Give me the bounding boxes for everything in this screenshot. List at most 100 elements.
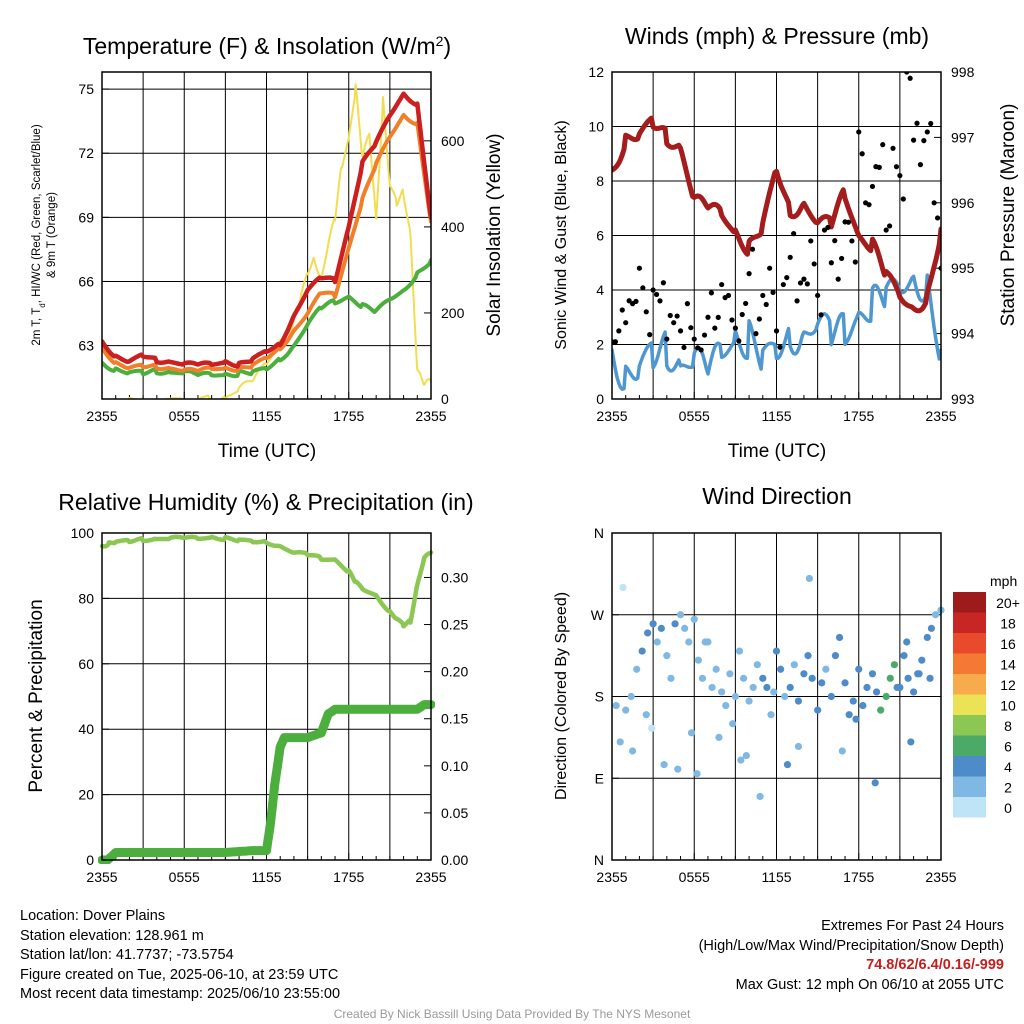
gust-point (931, 200, 937, 206)
direction-point (698, 674, 707, 682)
direction-point (731, 692, 739, 701)
legend-swatch (953, 633, 986, 654)
series-group (612, 72, 941, 391)
gust-point (650, 287, 656, 293)
plot-frame (611, 532, 942, 861)
y-tick-label: 20 (78, 787, 94, 803)
direction-point (804, 652, 812, 660)
direction-point (838, 747, 846, 755)
legend-label: 14 (1000, 657, 1016, 673)
direction-point (612, 701, 620, 710)
direction-point (622, 706, 630, 714)
y-axis-label: Percent & Precipitation (26, 599, 47, 792)
x-tick-label: 0555 (679, 869, 710, 885)
direction-point (740, 674, 748, 682)
direction-point (663, 652, 671, 660)
legend-label: 2 (1004, 780, 1012, 796)
gust-point (780, 281, 786, 288)
gust-point (859, 151, 865, 157)
y-tick-label: 0 (86, 852, 94, 868)
speed-legend: mph 20+ 18 16 14 12 10 8 6 4 2 0 (953, 573, 1020, 818)
gust-point (698, 347, 704, 353)
gust-point (756, 316, 762, 322)
direction-point (907, 738, 915, 746)
direction-point (674, 765, 682, 773)
direction-point (657, 624, 665, 632)
legend-label: 0 (1004, 800, 1012, 816)
x-tick-label: 1755 (843, 408, 874, 424)
legend-swatch (953, 797, 986, 818)
x-tick-label: 1155 (761, 869, 791, 885)
direction-point (871, 779, 879, 787)
direction-point (759, 674, 767, 682)
gust-point (921, 138, 927, 144)
gust-point (914, 120, 920, 126)
direction-point (749, 683, 757, 692)
x-tick-label: 2355 (925, 869, 956, 885)
legend-swatch (953, 756, 986, 777)
gust-point (791, 231, 797, 237)
direction-point (619, 583, 627, 592)
gust-point (856, 129, 862, 135)
legend-swatch (953, 612, 986, 633)
direction-point (693, 770, 701, 778)
legend-swatch (953, 694, 986, 715)
direction-point (835, 633, 844, 642)
gust-point (671, 320, 677, 326)
gust-point (767, 265, 773, 271)
gust-point (773, 328, 780, 334)
series-line-sonic-wind (612, 273, 941, 391)
gust-point (845, 219, 852, 225)
station-latlon: Station lat/lon: 41.7737; -73.5754 (20, 947, 234, 963)
station-location: Location: Dover Plains (20, 908, 166, 924)
direction-point (915, 670, 923, 678)
gust-point (660, 280, 667, 286)
direction-point (729, 720, 737, 728)
gust-point (876, 164, 882, 170)
gust-point (732, 325, 738, 331)
legend-swatch (953, 592, 986, 613)
x-tick-label: 0555 (169, 869, 200, 885)
direction-point (893, 683, 901, 692)
x-tick-label: 1155 (761, 408, 791, 424)
direction-point (877, 706, 885, 714)
gust-point (688, 325, 694, 331)
gust-point (743, 300, 749, 307)
direction-point (794, 742, 803, 751)
y-axis-label: Direction (Colored By Speed) (553, 592, 570, 800)
y-tick-label: E (595, 770, 604, 786)
gust-point (691, 336, 697, 342)
gust-point (910, 137, 917, 143)
y2-tick-label: 998 (951, 64, 975, 80)
y-tick-label: N (594, 852, 604, 868)
y-axis-label: 2m T, Td, HI/WC (Red, Green, Scarlet/Blu… (31, 124, 47, 345)
x-tick-label: 1155 (251, 408, 281, 424)
extremes-values: 74.8/62/6.4/0.16/-999 (866, 957, 1004, 973)
x-tick-label: 2355 (415, 869, 446, 885)
gust-point (784, 274, 790, 281)
y-tick-label: 66 (78, 273, 94, 289)
chart-panel-2: 2355 0555 1155 1755 235502468101299399499599… (553, 23, 1019, 462)
direction-point (685, 638, 693, 646)
direction-point (931, 611, 940, 619)
gust-point (719, 281, 725, 288)
plot-frame (101, 532, 432, 861)
x-tick-label: 0555 (679, 408, 710, 424)
direction-point (726, 670, 734, 678)
gust-point (897, 172, 903, 179)
recent-timestamp: Most recent data timestamp: 2025/06/10 2… (20, 986, 341, 1002)
legend-swatch (953, 715, 986, 736)
chart-panel-3: 2355 0555 1155 1755 23550204060801000.000.05… (26, 489, 474, 885)
y-tick-label: W (591, 607, 605, 623)
direction-point (772, 647, 781, 655)
extremes-header: Extremes For Past 24 Hours (821, 918, 1004, 934)
y2-axis-label: Solar Insolation (Yellow) (484, 133, 505, 336)
x-tick-label: 2355 (86, 408, 117, 424)
gust-point (664, 336, 670, 342)
y-tick-label: 60 (78, 656, 94, 672)
gust-point (681, 344, 687, 351)
direction-point (909, 688, 918, 696)
gust-point (917, 162, 924, 168)
station-elevation: Station elevation: 128.961 m (20, 927, 204, 944)
